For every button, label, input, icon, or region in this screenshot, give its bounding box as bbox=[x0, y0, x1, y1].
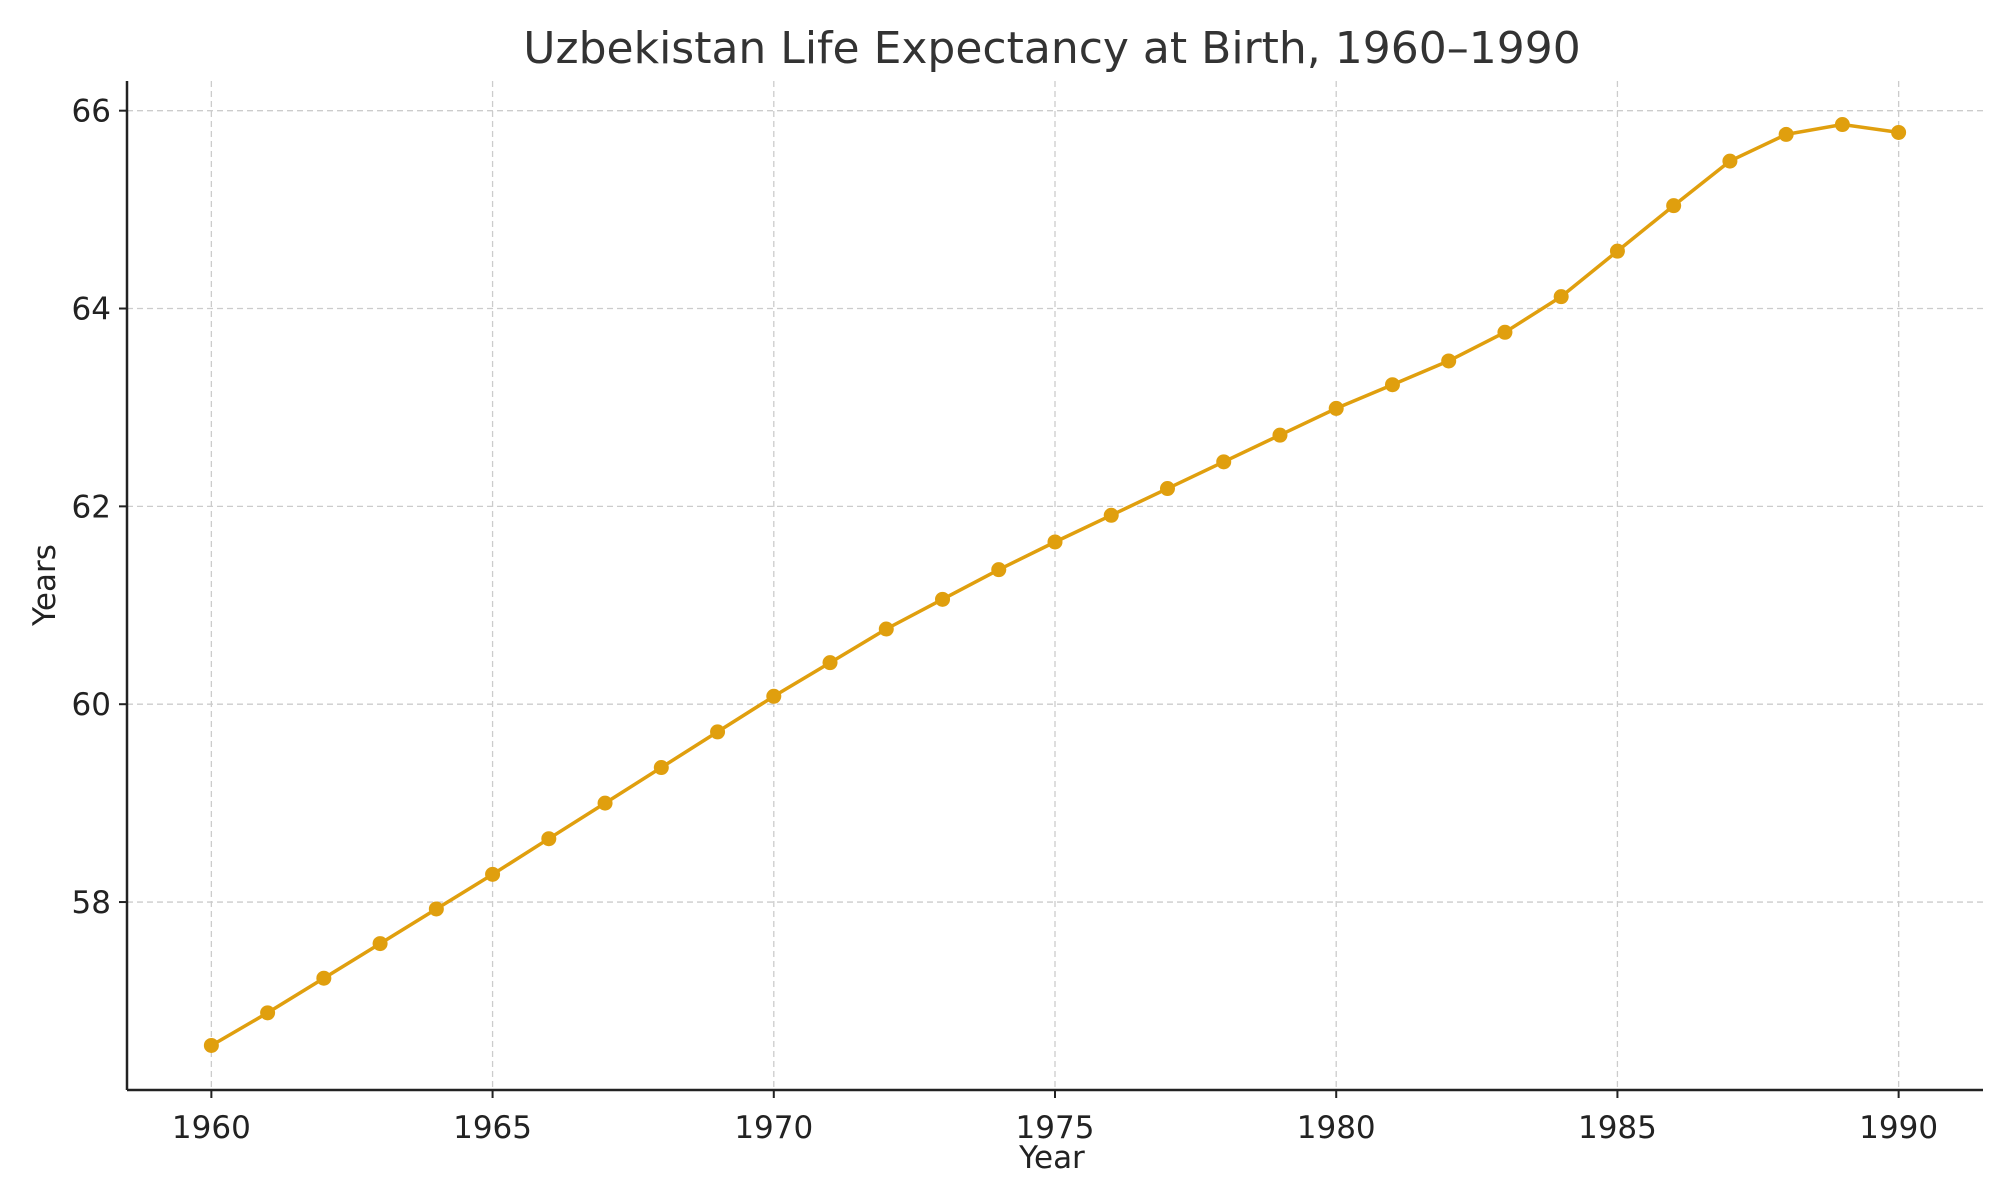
ticks-layer: 1960 1965 1970 1975 1980 1985 1990 58 60 62 64 66 bbox=[72, 94, 1939, 1146]
data-point bbox=[597, 795, 613, 811]
data-point bbox=[1384, 377, 1400, 393]
data-point bbox=[766, 688, 782, 704]
data-point bbox=[1666, 198, 1682, 214]
data-point bbox=[1609, 243, 1625, 259]
data-point bbox=[1722, 153, 1738, 169]
data-point bbox=[653, 760, 669, 776]
chart-title: Uzbekistan Life Expectancy at Birth, 196… bbox=[523, 23, 1580, 74]
data-point bbox=[1497, 324, 1513, 340]
grid-layer bbox=[127, 81, 1983, 1090]
y-tick-label: 58 bbox=[72, 885, 111, 921]
data-point bbox=[1272, 427, 1288, 443]
x-tick-label: 1975 bbox=[1016, 1110, 1095, 1146]
data-point bbox=[1553, 289, 1569, 305]
data-point bbox=[541, 831, 557, 847]
data-point bbox=[1159, 481, 1175, 497]
data-point bbox=[1891, 124, 1907, 140]
data-point bbox=[1216, 454, 1232, 470]
data-point bbox=[1834, 117, 1850, 133]
x-tick-label: 1990 bbox=[1859, 1110, 1938, 1146]
data-point bbox=[1103, 507, 1119, 523]
data-point bbox=[428, 901, 444, 917]
data-point bbox=[1778, 126, 1794, 142]
x-tick-label: 1970 bbox=[734, 1110, 813, 1146]
data-point bbox=[372, 936, 388, 952]
data-point bbox=[260, 1005, 276, 1021]
data-point bbox=[203, 1037, 219, 1053]
data-point bbox=[710, 724, 726, 740]
y-axis-label: Years bbox=[27, 544, 63, 627]
data-point bbox=[1047, 534, 1063, 550]
data-point bbox=[485, 866, 501, 882]
data-point bbox=[1441, 353, 1457, 369]
y-tick-label: 62 bbox=[72, 489, 111, 525]
data-point bbox=[316, 970, 332, 986]
x-tick-label: 1985 bbox=[1578, 1110, 1657, 1146]
x-tick-label: 1980 bbox=[1297, 1110, 1376, 1146]
data-point bbox=[991, 562, 1007, 578]
x-tick-label: 1965 bbox=[453, 1110, 532, 1146]
y-tick-label: 66 bbox=[72, 94, 111, 130]
y-tick-label: 64 bbox=[72, 292, 111, 328]
x-tick-label: 1960 bbox=[172, 1110, 251, 1146]
x-axis-label: Year bbox=[1018, 1140, 1085, 1176]
data-point bbox=[878, 621, 894, 637]
series-layer bbox=[203, 117, 1907, 1053]
data-point bbox=[935, 591, 951, 607]
y-tick-label: 60 bbox=[72, 687, 111, 723]
data-point bbox=[822, 655, 838, 671]
data-point bbox=[1328, 400, 1344, 416]
